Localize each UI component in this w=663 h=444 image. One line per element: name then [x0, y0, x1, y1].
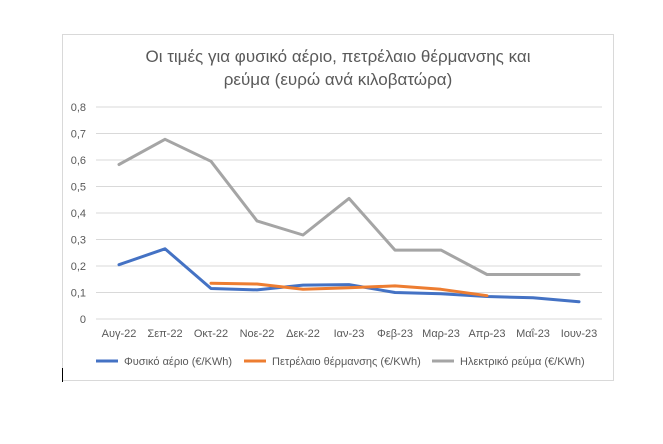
x-tick-label: Μαρ-23 [422, 328, 460, 340]
series-line-2 [209, 281, 489, 298]
y-tick-label: 0,8 [71, 102, 86, 114]
x-tick-label: Δεκ-22 [286, 328, 320, 340]
text-cursor-mark [62, 368, 63, 382]
y-tick-label: 0,3 [71, 235, 86, 247]
legend-label: Φυσικό αέριο (€/KWh) [124, 356, 232, 368]
y-tick-label: 0,2 [71, 261, 86, 273]
chart-title-line-1: Οι τιμές για φυσικό αέριο, πετρέλαιο θέρ… [145, 47, 531, 66]
x-tick-label: Οκτ-22 [194, 328, 228, 340]
y-tick-label: 0,6 [71, 155, 86, 167]
y-tick-label: 0,5 [71, 182, 86, 194]
x-tick-label: Ιαν-23 [334, 328, 365, 340]
x-tick-label: Φεβ-23 [377, 328, 413, 340]
y-tick-label: 0 [80, 314, 86, 326]
series-line-1 [117, 247, 581, 304]
chart-title: Οι τιμές για φυσικό αέριο, πετρέλαιο θέρ… [63, 45, 613, 91]
chart-frame: Οι τιμές για φυσικό αέριο, πετρέλαιο θέρ… [62, 34, 614, 381]
y-tick-label: 0,7 [71, 129, 86, 141]
series-line-3 [117, 137, 581, 276]
x-tick-label: Σεπ-22 [147, 328, 182, 340]
x-tick-label: Απρ-23 [468, 328, 505, 340]
chart-title-line-2: ρεύμα (ευρώ ανά κιλοβατώρα) [223, 70, 453, 89]
legend-label: Πετρέλαιο θέρμανσης (€/KWh) [272, 356, 421, 368]
y-tick-label: 0,4 [71, 208, 86, 220]
y-tick-label: 0,1 [71, 288, 86, 300]
x-tick-label: Μαΐ-23 [516, 328, 550, 340]
legend-label: Ηλεκτρικό ρεύμα (€/KWh) [460, 356, 585, 368]
x-tick-label: Νοε-22 [240, 328, 275, 340]
x-tick-label: Ιουν-23 [561, 328, 598, 340]
x-tick-label: Αυγ-22 [102, 328, 137, 340]
